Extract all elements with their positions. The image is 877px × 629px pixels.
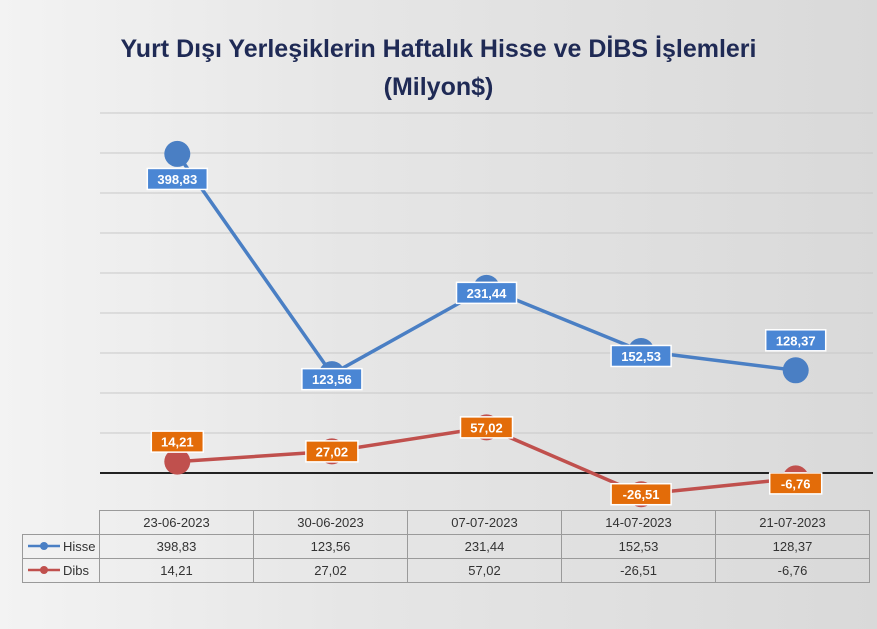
data-point-dibs bbox=[164, 448, 191, 475]
legend-line-dibs-icon bbox=[28, 566, 60, 575]
data-label: 57,02 bbox=[470, 420, 503, 435]
data-table-row-hisse: Hisse 398,83 123,56 231,44 152,53 128,37 bbox=[22, 534, 870, 559]
legend-label-dibs: Dibs bbox=[63, 562, 90, 578]
table-cell: 398,83 bbox=[99, 534, 254, 559]
data-label: -26,51 bbox=[623, 487, 660, 502]
data-label-box bbox=[301, 367, 363, 391]
data-table-corner bbox=[22, 510, 100, 535]
category-label: 14-07-2023 bbox=[561, 510, 716, 535]
chart-title-line2: (Milyon$) bbox=[383, 73, 494, 101]
data-label-box bbox=[305, 440, 359, 463]
data-label-box bbox=[146, 167, 209, 191]
category-label: 21-07-2023 bbox=[715, 510, 870, 535]
data-label-box bbox=[150, 430, 205, 453]
table-cell: 123,56 bbox=[253, 534, 408, 559]
data-table-row-dibs: Dibs 14,21 27,02 57,02 -26,51 -6,76 bbox=[22, 558, 870, 583]
data-table-header-row: 23-06-2023 30-06-2023 07-07-2023 14-07-2… bbox=[22, 510, 870, 535]
table-cell: 152,53 bbox=[561, 534, 716, 559]
table-cell: 231,44 bbox=[407, 534, 562, 559]
data-point-hisse bbox=[782, 357, 809, 384]
data-label: 14,21 bbox=[161, 435, 194, 450]
data-table: 23-06-2023 30-06-2023 07-07-2023 14-07-2… bbox=[22, 510, 870, 583]
data-label: 398,83 bbox=[157, 172, 197, 187]
data-label: 128,37 bbox=[776, 333, 816, 348]
category-label: 30-06-2023 bbox=[253, 510, 408, 535]
data-label-box bbox=[455, 281, 518, 305]
series-line-hisse bbox=[175, 152, 796, 376]
category-label: 07-07-2023 bbox=[407, 510, 562, 535]
legend-line-hisse-icon bbox=[28, 542, 60, 551]
data-point-hisse bbox=[164, 140, 191, 167]
data-label-box bbox=[610, 344, 672, 368]
data-label: 27,02 bbox=[316, 444, 349, 459]
chart-title: Yurt Dışı Yerleşiklerin Haftalık Hisse v… bbox=[0, 30, 877, 106]
data-label-box bbox=[768, 472, 823, 495]
data-label: 152,53 bbox=[621, 349, 661, 364]
table-cell: 27,02 bbox=[253, 558, 408, 583]
table-cell: -26,51 bbox=[561, 558, 716, 583]
table-cell: 14,21 bbox=[99, 558, 254, 583]
legend-label-hisse: Hisse bbox=[63, 538, 96, 554]
data-label-box bbox=[764, 329, 827, 352]
data-label: 231,44 bbox=[467, 286, 508, 301]
table-cell: 128,37 bbox=[715, 534, 870, 559]
table-cell: 57,02 bbox=[407, 558, 562, 583]
table-cell: -6,76 bbox=[715, 558, 870, 583]
data-label: 123,56 bbox=[312, 372, 352, 387]
data-label-box bbox=[459, 416, 514, 439]
data-label-box bbox=[610, 482, 672, 506]
legend-key-dibs: Dibs bbox=[22, 558, 100, 583]
category-label: 23-06-2023 bbox=[99, 510, 254, 535]
legend-key-hisse: Hisse bbox=[22, 534, 100, 559]
data-label: -6,76 bbox=[781, 476, 811, 491]
chart-title-line1: Yurt Dışı Yerleşiklerin Haftalık Hisse v… bbox=[120, 35, 757, 63]
